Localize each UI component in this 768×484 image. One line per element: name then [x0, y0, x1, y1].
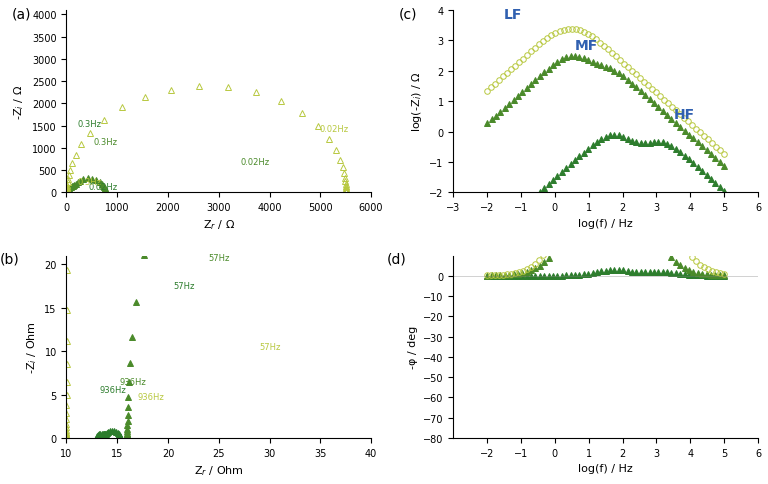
Y-axis label: -Z$_i$ / Ω: -Z$_i$ / Ω — [12, 84, 26, 120]
Text: (d): (d) — [386, 253, 406, 266]
Text: 0.3Hz: 0.3Hz — [78, 178, 101, 186]
X-axis label: Z$_r$ / Ω: Z$_r$ / Ω — [203, 218, 235, 232]
X-axis label: Z$_r$ / Ohm: Z$_r$ / Ohm — [194, 463, 243, 477]
Text: 0.3Hz: 0.3Hz — [94, 138, 118, 147]
Y-axis label: log(-Z$_i$) / Ω: log(-Z$_i$) / Ω — [410, 72, 424, 132]
Text: (b): (b) — [0, 253, 19, 266]
Text: LF: LF — [504, 8, 522, 22]
X-axis label: log(f) / Hz: log(f) / Hz — [578, 218, 633, 228]
Text: 57Hz: 57Hz — [173, 281, 194, 290]
Text: HF: HF — [674, 107, 694, 121]
Y-axis label: -φ / deg: -φ / deg — [408, 326, 418, 369]
Text: 936Hz: 936Hz — [100, 385, 127, 394]
Y-axis label: -Z$_i$ / Ohm: -Z$_i$ / Ohm — [25, 321, 39, 374]
Text: MF: MF — [575, 39, 598, 53]
Text: 57Hz: 57Hz — [260, 342, 281, 351]
Text: (a): (a) — [12, 7, 31, 21]
Text: 936Hz: 936Hz — [137, 392, 164, 401]
Text: 57Hz: 57Hz — [209, 254, 230, 262]
Text: (c): (c) — [399, 7, 417, 21]
Text: 936Hz: 936Hz — [119, 378, 146, 386]
Text: 0.02Hz: 0.02Hz — [319, 125, 349, 134]
X-axis label: log(f) / Hz: log(f) / Hz — [578, 463, 633, 473]
Text: 0.3Hz: 0.3Hz — [77, 120, 101, 129]
Text: 0.02Hz: 0.02Hz — [88, 183, 118, 192]
Text: 0.02Hz: 0.02Hz — [240, 157, 270, 166]
